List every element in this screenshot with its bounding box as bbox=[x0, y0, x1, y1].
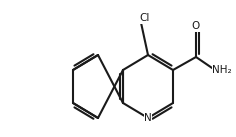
Text: O: O bbox=[192, 21, 200, 31]
Text: NH₂: NH₂ bbox=[212, 65, 232, 75]
Text: N: N bbox=[144, 113, 152, 123]
Text: Cl: Cl bbox=[140, 13, 150, 23]
